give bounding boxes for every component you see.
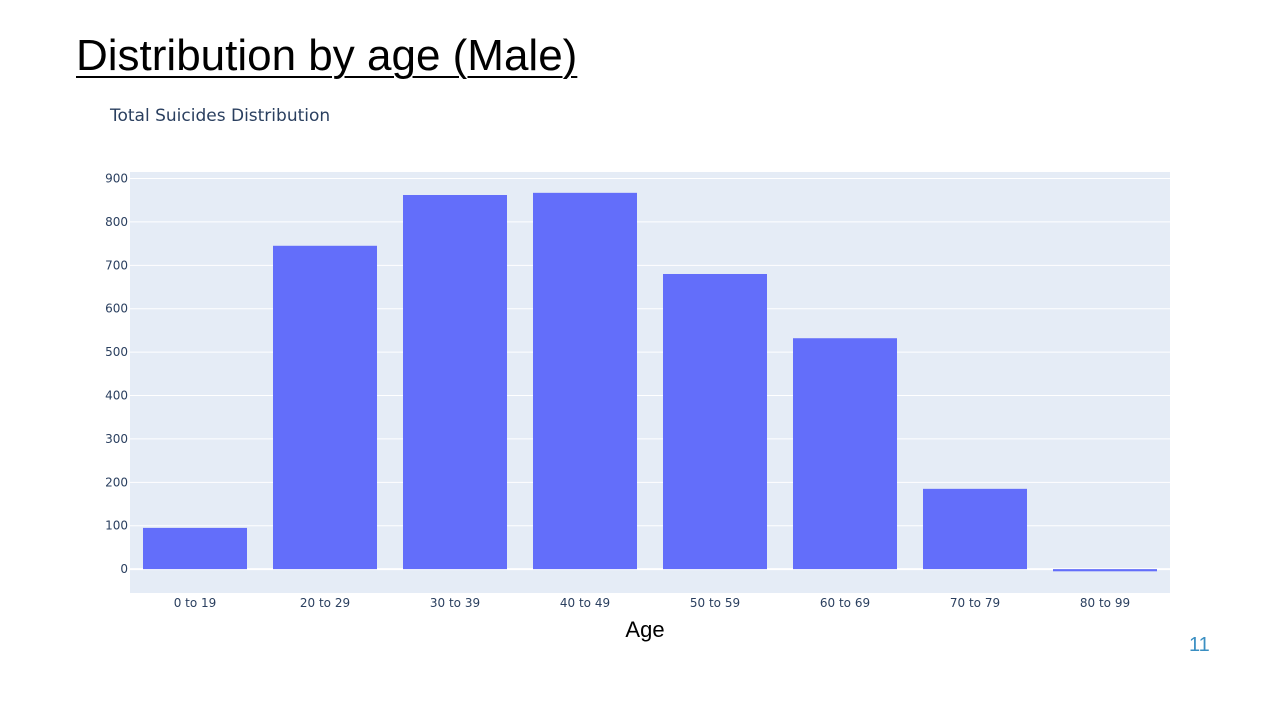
y-tick-label: 100 xyxy=(105,519,128,533)
bar-20-to-29 xyxy=(273,245,377,570)
slide-title: Distribution by age (Male) xyxy=(76,31,578,80)
y-tick-label: 0 xyxy=(120,562,128,576)
bars xyxy=(143,192,1157,572)
y-tick-label: 600 xyxy=(105,302,128,316)
x-axis-title: Age xyxy=(625,617,665,642)
y-tick-label: 700 xyxy=(105,258,128,272)
bar-60-to-69 xyxy=(793,338,897,570)
y-tick-label: 200 xyxy=(105,475,128,489)
bar-50-to-59 xyxy=(663,273,767,570)
x-axis-ticks: 0 to 19 20 to 29 30 to 39 40 to 49 50 to 59 6… xyxy=(174,596,1130,610)
x-tick-label: 50 to 59 xyxy=(690,596,740,610)
bar-30-to-39 xyxy=(403,195,507,570)
bar-70-to-79 xyxy=(923,488,1027,570)
bar-80-to-99 xyxy=(1053,569,1157,572)
x-tick-label: 40 to 49 xyxy=(560,596,610,610)
y-tick-label: 400 xyxy=(105,389,128,403)
slide-number: 11 xyxy=(1189,634,1210,656)
x-tick-label: 20 to 29 xyxy=(300,596,350,610)
x-tick-label: 0 to 19 xyxy=(174,596,217,610)
x-tick-label: 30 to 39 xyxy=(430,596,480,610)
x-tick-label: 80 to 99 xyxy=(1080,596,1130,610)
x-tick-label: 60 to 69 xyxy=(820,596,870,610)
chart-title: Total Suicides Distribution xyxy=(110,106,331,126)
y-axis-ticks: 0 100 200 300 400 500 600 700 800 900 xyxy=(105,172,128,577)
y-tick-label: 800 xyxy=(105,215,128,229)
bar-40-to-49 xyxy=(533,192,637,570)
y-tick-label: 900 xyxy=(105,172,128,186)
bar-0-to-19 xyxy=(143,527,247,570)
y-tick-label: 500 xyxy=(105,345,128,359)
y-tick-label: 300 xyxy=(105,432,128,446)
x-tick-label: 70 to 79 xyxy=(950,596,1000,610)
